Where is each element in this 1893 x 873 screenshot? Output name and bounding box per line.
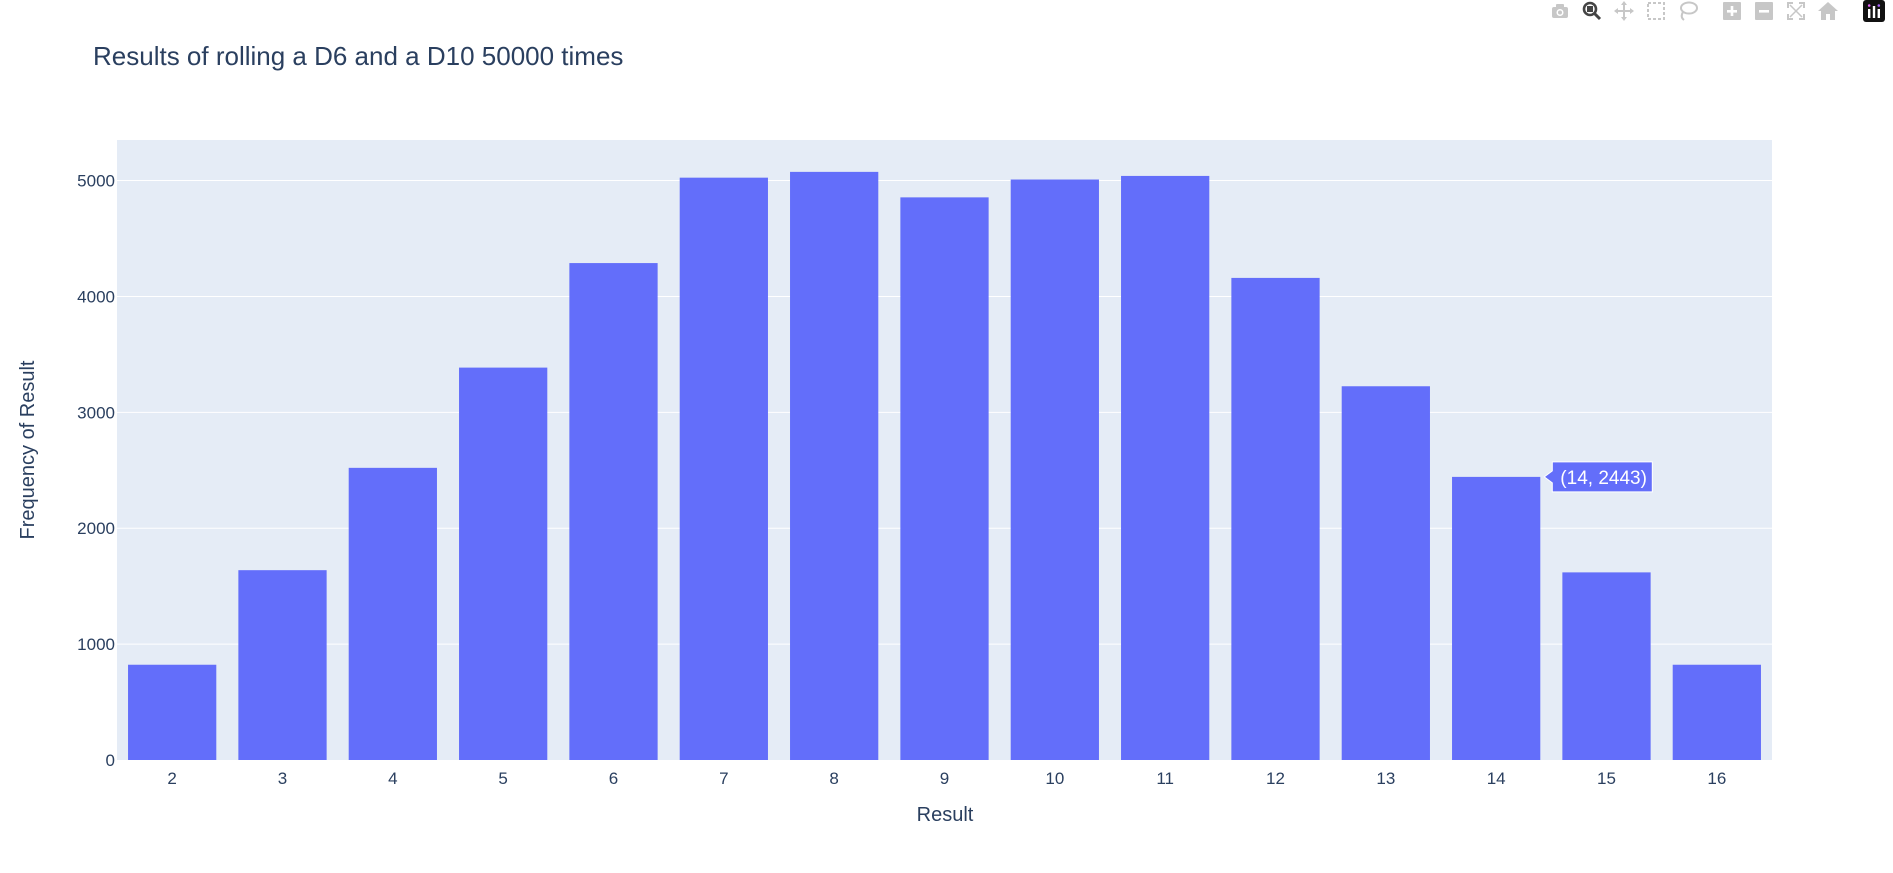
- zoom-in-button[interactable]: [1719, 0, 1745, 22]
- x-tick-label: 6: [609, 769, 618, 788]
- camera-icon: [1552, 4, 1568, 18]
- chart-title: Results of rolling a D6 and a D10 50000 …: [93, 41, 623, 71]
- autoscale-icon: [1787, 2, 1805, 20]
- x-tick-labels: 2 3 4 5 6 7 8 9 10 11 12 13 14 15 16: [167, 769, 1726, 788]
- y-tick-label: 4000: [77, 287, 115, 306]
- zoom-in-icon: [1723, 2, 1741, 20]
- zoom-button[interactable]: [1579, 0, 1605, 22]
- bar-4[interactable]: [348, 467, 437, 760]
- lasso-select-button[interactable]: [1675, 0, 1701, 22]
- modebar-group: [1547, 0, 1701, 22]
- hover-box: [1543, 461, 1653, 493]
- y-tick-label: 3000: [77, 403, 115, 422]
- box-select-icon: [1647, 2, 1665, 20]
- x-tick-label: 3: [278, 769, 287, 788]
- bar-10[interactable]: [1010, 179, 1099, 760]
- x-tick-label: 14: [1487, 769, 1506, 788]
- reset-axes-button[interactable]: [1815, 0, 1841, 22]
- bar-6[interactable]: [569, 263, 658, 760]
- bar-8[interactable]: [790, 171, 879, 761]
- y-tick-labels: 0 1000 2000 3000 4000 5000: [77, 172, 115, 770]
- zoom-out-button[interactable]: [1751, 0, 1777, 22]
- modebar: [1535, 0, 1893, 22]
- lasso-select-icon: [1680, 1, 1698, 21]
- zoom-icon: [1582, 1, 1602, 21]
- zoom-out-icon: [1755, 2, 1773, 20]
- hover-label: (14, 2443): [1560, 468, 1647, 489]
- x-tick-label: 8: [829, 769, 838, 788]
- bar-3[interactable]: [238, 570, 327, 760]
- bar-7[interactable]: [679, 177, 768, 760]
- bar-11[interactable]: [1121, 175, 1210, 760]
- x-tick-label: 2: [167, 769, 176, 788]
- y-tick-label: 1000: [77, 635, 115, 654]
- bar-14[interactable]: [1452, 476, 1541, 760]
- autoscale-button[interactable]: [1783, 0, 1809, 22]
- camera-button[interactable]: [1547, 0, 1573, 22]
- y-tick-label: 0: [106, 751, 115, 770]
- x-tick-label: 9: [940, 769, 949, 788]
- x-tick-label: 5: [498, 769, 507, 788]
- x-tick-label: 13: [1376, 769, 1395, 788]
- plotly-logo-icon[interactable]: [1861, 0, 1887, 22]
- y-tick-label: 5000: [77, 172, 115, 191]
- box-select-button[interactable]: [1643, 0, 1669, 22]
- bar-16[interactable]: [1672, 664, 1761, 760]
- x-tick-label: 16: [1707, 769, 1726, 788]
- y-tick-label: 2000: [77, 519, 115, 538]
- x-axis-title: Result: [917, 804, 974, 826]
- reset-axes-icon: [1818, 2, 1838, 20]
- x-tick-label: 11: [1156, 769, 1174, 788]
- pan-button[interactable]: [1611, 0, 1637, 22]
- pan-icon: [1614, 1, 1634, 21]
- bar-13[interactable]: [1341, 386, 1430, 760]
- x-tick-label: 4: [388, 769, 397, 788]
- x-tick-label: 12: [1266, 769, 1285, 788]
- bar-9[interactable]: [900, 197, 989, 760]
- x-tick-label: 15: [1597, 769, 1616, 788]
- x-tick-label: 10: [1045, 769, 1064, 788]
- bar-5[interactable]: [459, 367, 548, 760]
- bar-12[interactable]: [1231, 277, 1320, 760]
- bar-15[interactable]: [1562, 572, 1651, 760]
- x-tick-label: 7: [719, 769, 728, 788]
- bar-2[interactable]: [128, 664, 217, 760]
- modebar-group: [1719, 0, 1841, 22]
- bars: [128, 171, 1761, 761]
- y-axis-title: Frequency of Result: [17, 360, 39, 539]
- hover-tooltip: (14, 2443): [1543, 461, 1653, 493]
